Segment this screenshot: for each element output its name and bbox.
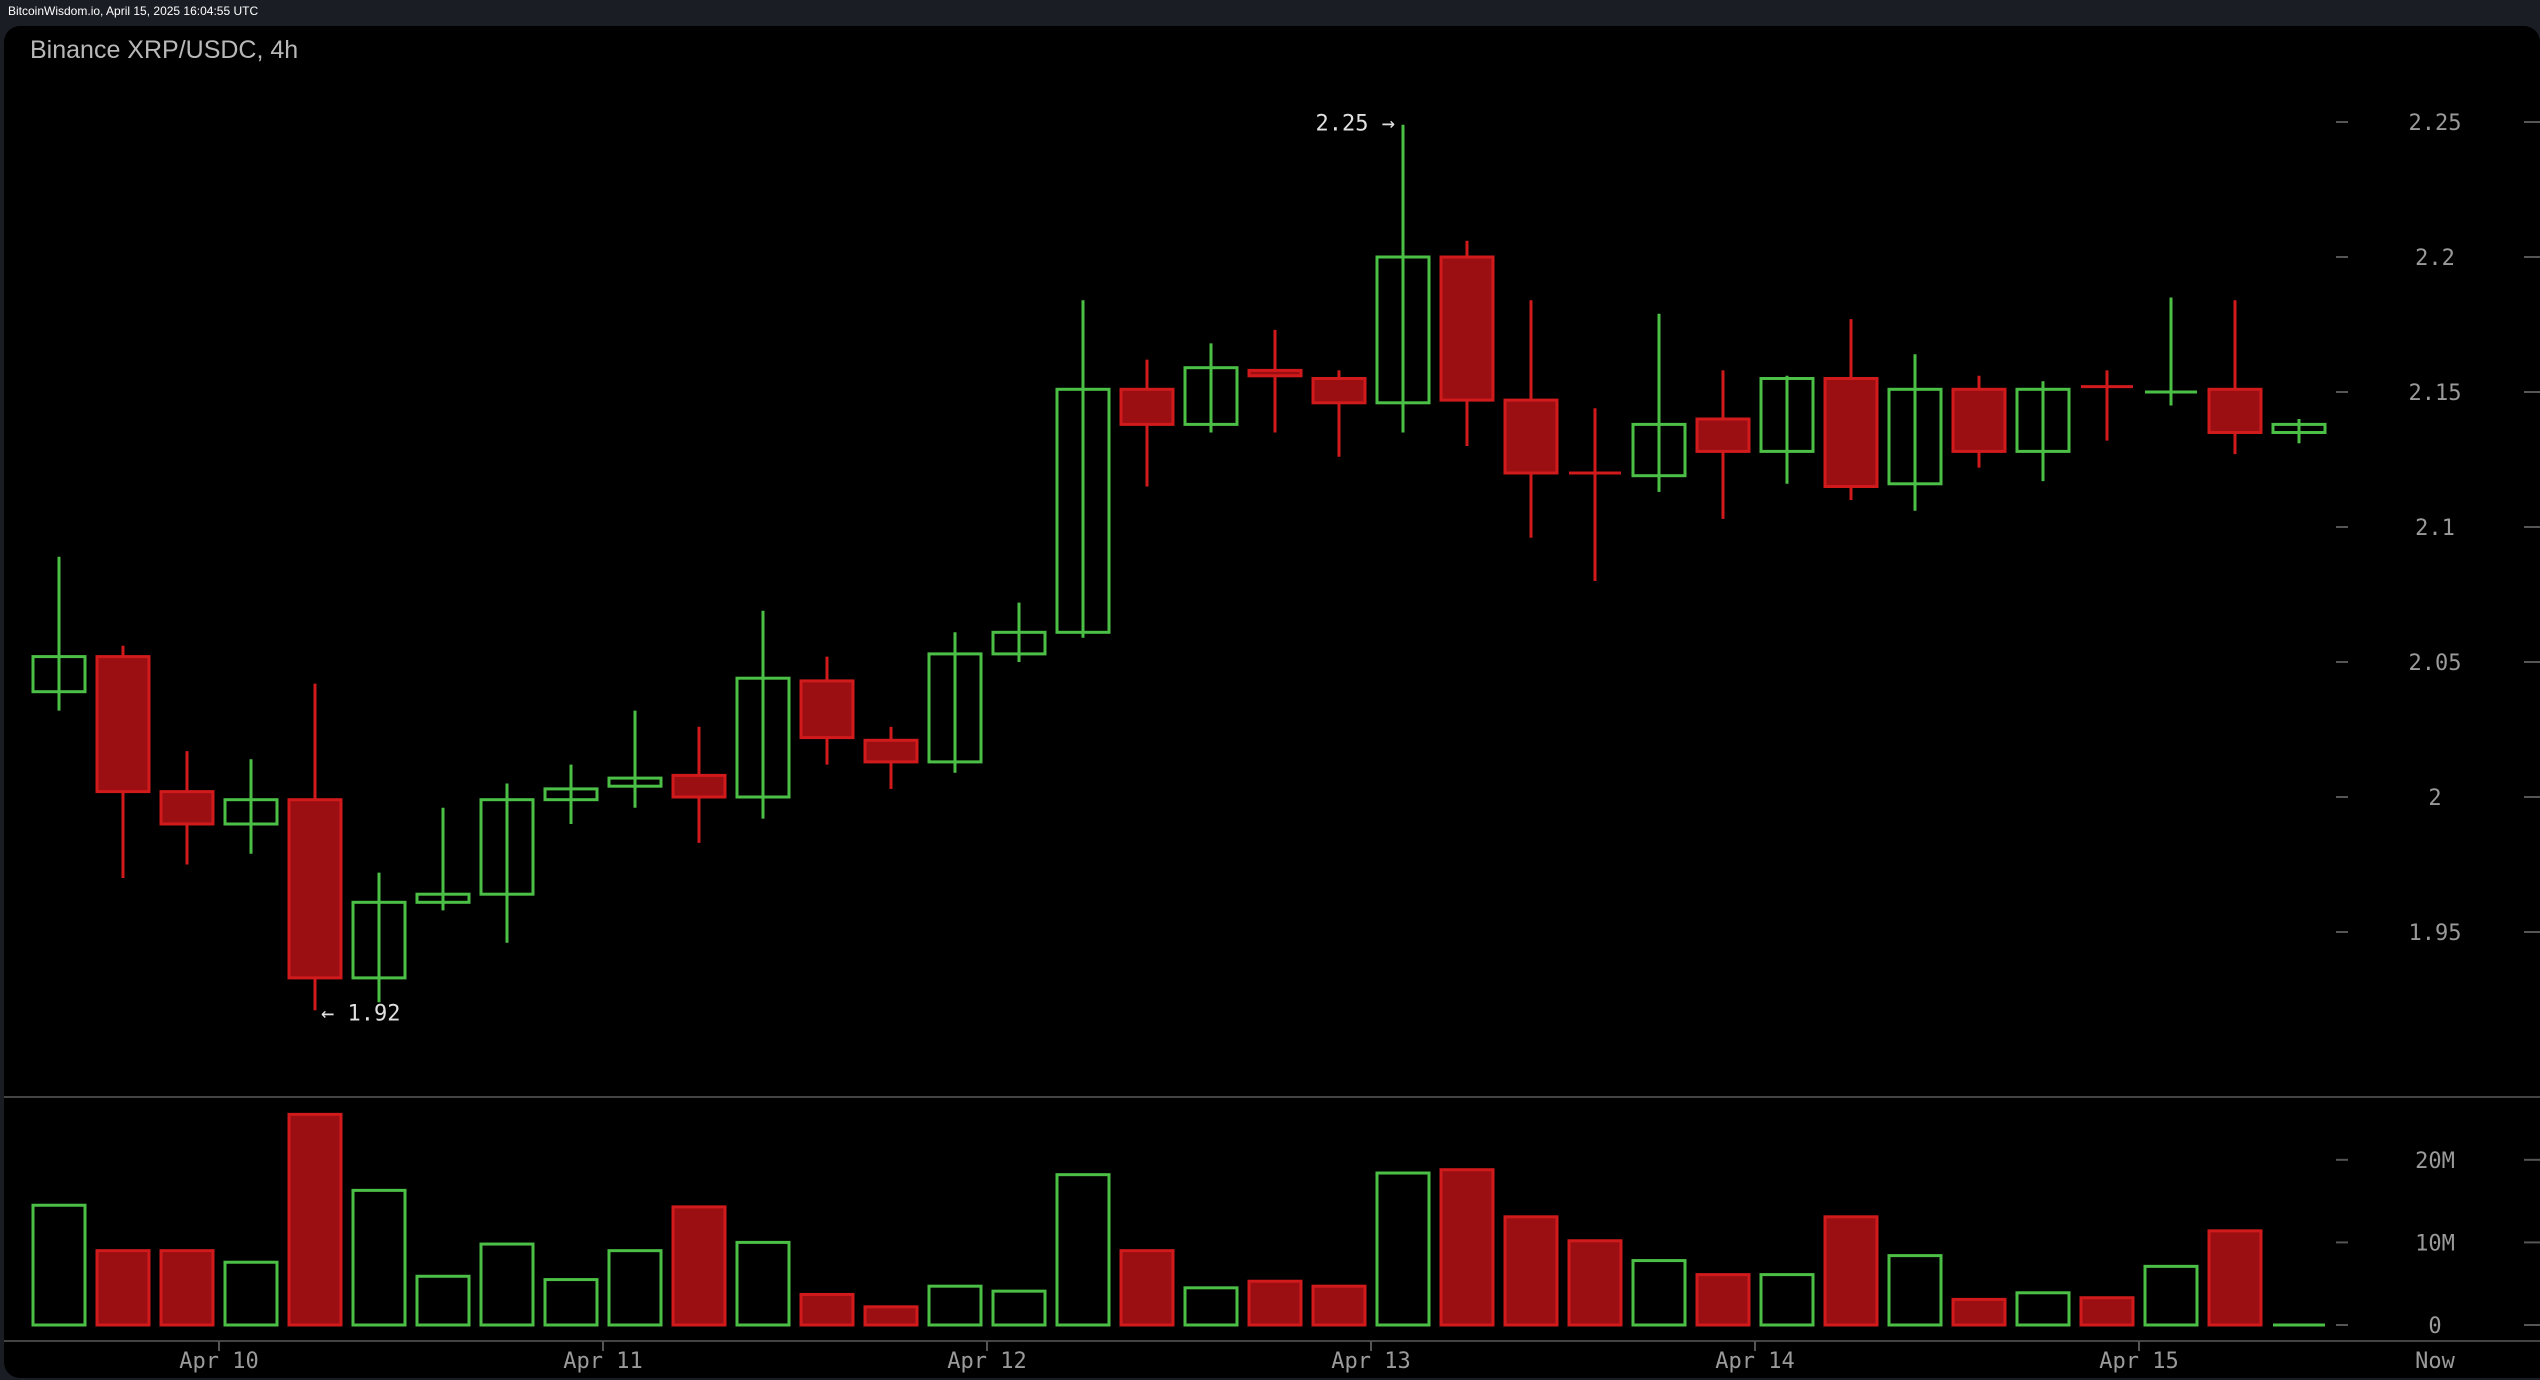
candle-body (1055, 387, 1111, 634)
volume-bar (607, 1249, 663, 1327)
price-tick-label: 2.05 (2409, 651, 2462, 676)
volume-bar (159, 1249, 215, 1327)
candle-body (543, 787, 599, 802)
candle-body (95, 655, 151, 794)
candle-body (1631, 422, 1687, 478)
volume-bar (351, 1188, 407, 1327)
candle-body (1311, 377, 1367, 405)
date-label: Now (2415, 1349, 2455, 1374)
candlestick-chart: 2.25 2.2 2.15 2.1 2.05 2 1.95 20M 10M 0 Apr 10 Apr … (4, 111, 2540, 1374)
volume-bar (1439, 1168, 1495, 1327)
price-tick-label: 2.2 (2415, 246, 2455, 271)
candle-body (671, 773, 727, 799)
volume-bar (1247, 1279, 1303, 1327)
candle-body (2015, 387, 2071, 453)
volume-bar (31, 1203, 87, 1327)
candle-body (2271, 422, 2327, 434)
volume-bar (287, 1112, 343, 1327)
volume-bar (799, 1292, 855, 1327)
candle-body (31, 655, 87, 694)
volume-bar (1759, 1273, 1815, 1327)
volume-tick-label: 10M (2415, 1231, 2455, 1256)
date-label: Apr 11 (563, 1349, 642, 1374)
candle-body (991, 630, 1047, 656)
candle-body (1375, 255, 1431, 405)
volume-tick-label: 20M (2415, 1149, 2455, 1174)
candle-body (1759, 377, 1815, 453)
chart-title: Binance XRP/USDC, 4h (30, 36, 299, 64)
price-tick-label: 2.15 (2409, 381, 2462, 406)
volume-bar (1823, 1215, 1879, 1327)
high-annotation: 2.25 → (1316, 112, 1395, 137)
candle-body (1183, 366, 1239, 426)
volume-bar (991, 1289, 1047, 1327)
price-tick-label: 2.25 (2409, 111, 2462, 136)
volume-bar (223, 1260, 279, 1327)
volume-bar (415, 1274, 471, 1327)
date-label: Apr 13 (1331, 1349, 1410, 1374)
candle-body (1439, 255, 1495, 402)
chart-panel: Binance XRP/USDC, 4h 2.25 2.2 2.15 2.1 2.05 2… (4, 26, 2540, 1378)
volume-bar (1631, 1259, 1687, 1327)
volume-bar (479, 1242, 535, 1327)
volume-bar (1887, 1254, 1943, 1327)
volume-bar (1503, 1215, 1559, 1327)
volume-bar (1375, 1171, 1431, 1327)
volume-bar (95, 1249, 151, 1327)
volume-bar (927, 1284, 983, 1327)
candle-body (1695, 417, 1751, 453)
low-annotation: ← 1.92 (321, 1001, 400, 1026)
candle-body (1247, 368, 1303, 378)
price-tick-label: 1.95 (2409, 921, 2462, 946)
volume-bar (543, 1278, 599, 1327)
volume-bar (2079, 1296, 2135, 1327)
date-label: Apr 15 (2099, 1349, 2178, 1374)
date-label: Apr 10 (179, 1349, 258, 1374)
candle-body (735, 676, 791, 799)
source-timestamp: BitcoinWisdom.io, April 15, 2025 16:04:5… (8, 4, 259, 18)
volume-bar (1951, 1297, 2007, 1327)
volume-bar (1055, 1173, 1111, 1327)
candle-body (351, 900, 407, 980)
volume-bar (1567, 1239, 1623, 1327)
price-tick-label: 2.1 (2415, 516, 2455, 541)
candle-body (1119, 387, 1175, 426)
volume-bar (2207, 1229, 2263, 1327)
candle-body (287, 798, 343, 980)
volume-bar (671, 1205, 727, 1327)
volume-bar (1183, 1286, 1239, 1327)
candle-body (1951, 387, 2007, 453)
candle-body (863, 738, 919, 764)
volume-bar (1311, 1284, 1367, 1327)
date-label: Apr 12 (947, 1349, 1026, 1374)
date-label: Apr 14 (1715, 1349, 1794, 1374)
candle-body (1823, 377, 1879, 488)
candle-body (415, 892, 471, 904)
volume-bar (735, 1240, 791, 1327)
price-tick-label: 2 (2428, 786, 2441, 811)
volume-bar (1695, 1273, 1751, 1327)
volume-tick-label: 0 (2428, 1314, 2441, 1339)
candle-body (799, 679, 855, 740)
volume-bar (2015, 1291, 2071, 1327)
candle-body (479, 798, 535, 896)
volume-bar (2143, 1264, 2199, 1327)
candle-body (927, 652, 983, 764)
candle-body (2207, 387, 2263, 434)
candle-body (223, 798, 279, 826)
candle-body (1887, 387, 1943, 486)
candle-body (607, 776, 663, 788)
volume-bar (863, 1305, 919, 1327)
candle-body (1503, 398, 1559, 475)
volume-bar (1119, 1249, 1175, 1327)
candle-body (159, 790, 215, 826)
